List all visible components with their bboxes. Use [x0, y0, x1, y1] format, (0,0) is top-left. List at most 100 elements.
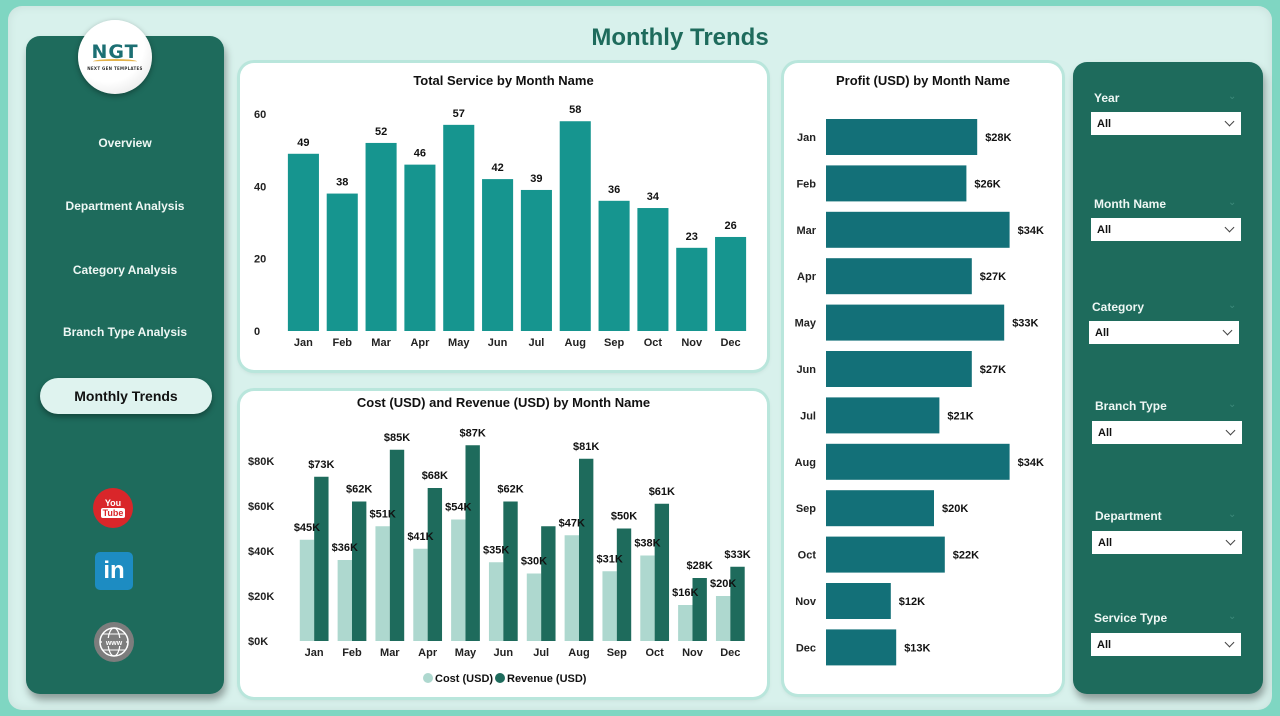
revenue-data-label: $85K — [384, 432, 410, 444]
service-bar-jun — [482, 179, 514, 331]
profit-data-label: $28K — [985, 132, 1011, 144]
x-tick-label: May — [455, 647, 477, 659]
cost-data-label: $41K — [407, 531, 433, 543]
filter-label-department: Department — [1095, 509, 1162, 523]
cost-data-label: $45K — [294, 522, 320, 534]
revenue-data-label: $81K — [573, 441, 599, 453]
revenue-bar-oct — [654, 503, 670, 641]
y-tick-label: Aug — [795, 457, 816, 469]
revenue-data-label: $87K — [460, 427, 486, 439]
cost-bar-jun — [488, 562, 504, 641]
profit-data-label: $12K — [899, 596, 925, 608]
chevron-down-icon — [1225, 535, 1236, 546]
profit-bar-sep — [826, 490, 934, 527]
filter-dropdown-category[interactable]: All — [1089, 321, 1239, 344]
filter-value: All — [1098, 536, 1113, 549]
revenue-data-label: $28K — [687, 560, 713, 572]
revenue-data-label: $33K — [724, 549, 750, 561]
logo-swoosh-icon — [93, 59, 137, 64]
y-tick-label: Jul — [800, 410, 816, 422]
chevron-down-icon — [1225, 425, 1236, 436]
service-bar-apr — [404, 164, 436, 331]
nav-item-overview[interactable]: Overview — [98, 136, 152, 150]
cost-revenue-chart-title: Cost (USD) and Revenue (USD) by Month Na… — [356, 395, 651, 410]
chevron-down-icon — [1224, 637, 1235, 648]
chevron-down-icon — [1224, 116, 1235, 127]
x-tick-label: Mar — [380, 647, 400, 659]
service-data-label: 58 — [569, 104, 581, 116]
profit-data-label: $20K — [942, 503, 968, 515]
cost-revenue-chart-card: Cost (USD) and Revenue (USD) by Month Na… — [240, 391, 767, 697]
filter-dropdown-department[interactable]: All — [1092, 531, 1242, 554]
profit-data-label: $27K — [980, 364, 1006, 376]
www-text: www — [105, 640, 123, 647]
filter-collapse-icon[interactable]: ⌄ — [1228, 611, 1237, 622]
revenue-bar-dec — [730, 566, 745, 641]
filter-value: All — [1097, 638, 1112, 651]
x-tick-label: Dec — [720, 337, 740, 349]
filter-value: All — [1097, 223, 1112, 236]
chevron-down-icon — [1222, 325, 1233, 336]
profit-bar-apr — [826, 258, 972, 295]
filter-collapse-icon[interactable]: ⌄ — [1228, 399, 1237, 410]
nav-item-monthly-trends[interactable]: Monthly Trends — [40, 378, 212, 414]
profit-bar-aug — [826, 443, 1010, 480]
filter-collapse-icon[interactable]: ⌄ — [1228, 91, 1237, 102]
revenue-bar-nov — [692, 578, 707, 641]
service-bar-jan — [287, 153, 319, 331]
revenue-bar-jan — [314, 476, 329, 641]
cost-revenue-chart: $0K $20K $40K $60K $80K $45K $73K Jan $36K $62K Fe… — [248, 427, 751, 685]
cost-bar-feb — [337, 560, 352, 641]
website-globe-icon[interactable]: www — [94, 622, 134, 662]
service-data-label: 39 — [530, 173, 542, 185]
filter-label-service-type: Service Type — [1094, 611, 1168, 625]
x-tick-label: Nov — [682, 647, 704, 659]
cost-data-label: $30K — [521, 556, 547, 568]
y-tick-label: Dec — [796, 642, 816, 654]
nav-item-department-analysis[interactable]: Department Analysis — [65, 199, 185, 213]
legend-revenue-swatch — [495, 673, 505, 683]
y-tick-label: Apr — [797, 271, 817, 283]
service-data-label: 49 — [297, 137, 309, 149]
profit-data-label: $33K — [1012, 318, 1038, 330]
x-tick-label: Jun — [488, 337, 508, 349]
filter-collapse-icon[interactable]: ⌄ — [1228, 300, 1237, 311]
filter-collapse-icon[interactable]: ⌄ — [1228, 197, 1237, 208]
service-data-label: 46 — [414, 148, 426, 160]
cost-bar-jul — [526, 573, 542, 641]
y-tick-label: Jun — [796, 364, 816, 376]
service-bar-jul — [520, 189, 552, 331]
youtube-icon[interactable]: You Tube — [93, 488, 133, 528]
y-tick-label: Sep — [796, 503, 816, 515]
y-tick-label: Jan — [797, 132, 816, 144]
cost-bar-mar — [375, 526, 390, 641]
profit-bar-jul — [826, 397, 940, 434]
y-tick-label: $80K — [248, 456, 274, 468]
service-bar-oct — [637, 208, 669, 331]
x-tick-label: May — [448, 337, 470, 349]
x-tick-label: Oct — [644, 337, 663, 349]
filter-dropdown-branch-type[interactable]: All — [1092, 421, 1242, 444]
cost-data-label: $36K — [332, 542, 358, 554]
x-tick-label: Mar — [371, 337, 391, 349]
cost-bar-dec — [715, 596, 731, 641]
nav-item-branch-type-analysis[interactable]: Branch Type Analysis — [62, 325, 188, 339]
service-bar-may — [443, 124, 475, 331]
nav-item-category-analysis[interactable]: Category Analysis — [72, 263, 178, 277]
filter-label-category: Category — [1092, 300, 1145, 314]
service-data-label: 38 — [336, 177, 348, 189]
filter-collapse-icon[interactable]: ⌄ — [1228, 509, 1237, 520]
youtube-text-you: You — [104, 498, 122, 508]
x-tick-label: Jun — [494, 647, 514, 659]
linkedin-icon[interactable]: in — [95, 552, 133, 590]
service-bar-dec — [715, 236, 747, 331]
filter-dropdown-service-type[interactable]: All — [1091, 633, 1241, 656]
filter-dropdown-month-name[interactable]: All — [1091, 218, 1241, 241]
x-tick-label: Aug — [565, 337, 586, 349]
filter-dropdown-year[interactable]: All — [1091, 112, 1241, 135]
service-bar-aug — [559, 121, 591, 331]
profit-bar-oct — [826, 536, 945, 573]
cost-bar-sep — [602, 571, 617, 641]
x-tick-label: Jan — [294, 337, 313, 349]
ngt-logo: NGT NEXT GEN TEMPLATES — [78, 20, 152, 94]
